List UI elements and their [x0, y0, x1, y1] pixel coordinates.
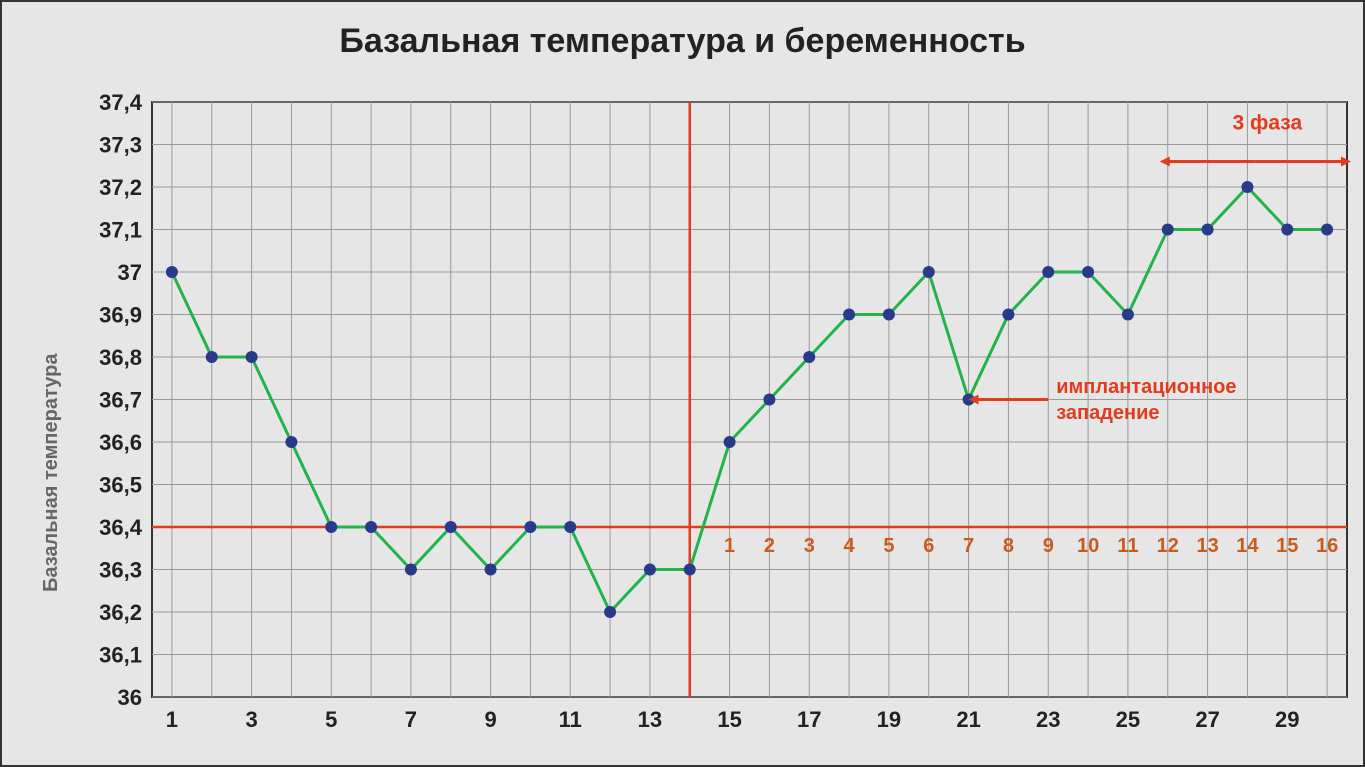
phase2-day-label: 12: [1157, 535, 1179, 557]
y-tick-label: 36,1: [99, 643, 142, 668]
implant-label: имплантационное: [1056, 376, 1236, 398]
data-point: [1202, 224, 1214, 236]
x-tick-label: 11: [559, 707, 582, 732]
phase2-day-label: 11: [1117, 535, 1138, 557]
data-point: [1281, 224, 1293, 236]
data-point: [564, 521, 576, 533]
phase2-day-label: 9: [1043, 535, 1054, 557]
y-tick-label: 37: [118, 260, 142, 285]
data-point: [246, 351, 258, 363]
data-point: [1122, 309, 1134, 321]
data-point: [963, 394, 975, 406]
data-point: [365, 521, 377, 533]
x-tick-label: 1: [166, 707, 178, 732]
y-tick-label: 37,4: [99, 90, 143, 115]
y-tick-label: 36,8: [99, 345, 142, 370]
phase2-day-label: 1: [724, 535, 735, 557]
data-point: [803, 351, 815, 363]
data-point: [166, 266, 178, 278]
data-point: [644, 564, 656, 576]
data-point: [883, 309, 895, 321]
data-point: [285, 436, 297, 448]
data-point: [445, 521, 457, 533]
data-point: [724, 436, 736, 448]
phase2-day-label: 3: [804, 535, 815, 557]
x-tick-label: 29: [1275, 707, 1299, 732]
x-tick-label: 5: [325, 707, 337, 732]
data-point: [684, 564, 696, 576]
phase2-day-label: 15: [1276, 535, 1298, 557]
phase2-day-label: 16: [1316, 535, 1338, 557]
x-tick-label: 9: [484, 707, 496, 732]
x-tick-label: 15: [717, 707, 741, 732]
x-tick-label: 27: [1195, 707, 1219, 732]
y-tick-label: 37,3: [99, 133, 142, 158]
y-tick-label: 36,4: [99, 515, 143, 540]
chart-container: Базальная температура и беременность Баз…: [0, 0, 1365, 767]
phase2-day-label: 5: [883, 535, 894, 557]
y-tick-label: 36,7: [99, 388, 142, 413]
data-point: [604, 606, 616, 618]
data-point: [1082, 266, 1094, 278]
x-tick-label: 17: [797, 707, 821, 732]
chart-svg: 3636,136,236,336,436,536,636,736,836,937…: [2, 2, 1365, 767]
data-point: [1162, 224, 1174, 236]
data-point: [405, 564, 417, 576]
phase2-day-label: 7: [963, 535, 974, 557]
phase3-label: 3 фаза: [1232, 111, 1302, 134]
implant-label: западение: [1056, 402, 1159, 424]
phase2-day-label: 6: [923, 535, 934, 557]
y-tick-label: 36,3: [99, 558, 142, 583]
x-tick-label: 23: [1036, 707, 1060, 732]
data-point: [524, 521, 536, 533]
x-tick-label: 3: [245, 707, 257, 732]
x-tick-label: 13: [638, 707, 662, 732]
y-tick-label: 36,9: [99, 303, 142, 328]
phase2-day-label: 13: [1196, 535, 1218, 557]
y-tick-label: 36,6: [99, 430, 142, 455]
phase2-day-label: 2: [764, 535, 775, 557]
y-tick-label: 36,2: [99, 600, 142, 625]
x-tick-label: 19: [877, 707, 901, 732]
data-point: [485, 564, 497, 576]
data-point: [1042, 266, 1054, 278]
phase2-day-label: 14: [1236, 535, 1259, 557]
y-tick-label: 37,1: [99, 218, 142, 243]
x-tick-label: 25: [1116, 707, 1140, 732]
phase2-day-label: 10: [1077, 535, 1099, 557]
data-point: [206, 351, 218, 363]
data-point: [325, 521, 337, 533]
x-tick-label: 7: [405, 707, 417, 732]
x-tick-label: 21: [956, 707, 980, 732]
data-point: [923, 266, 935, 278]
data-point: [1321, 224, 1333, 236]
data-point: [1002, 309, 1014, 321]
data-point: [1241, 181, 1253, 193]
y-tick-label: 37,2: [99, 175, 142, 200]
y-tick-label: 36: [118, 685, 142, 710]
phase2-day-label: 8: [1003, 535, 1014, 557]
y-tick-label: 36,5: [99, 473, 142, 498]
data-point: [763, 394, 775, 406]
data-point: [843, 309, 855, 321]
phase2-day-label: 4: [844, 535, 856, 557]
